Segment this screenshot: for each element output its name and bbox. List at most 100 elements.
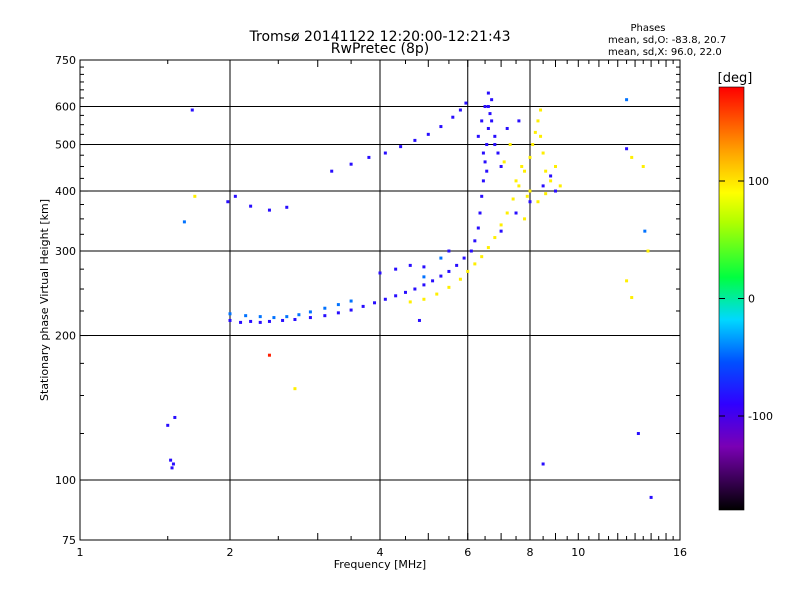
data-point-series-2	[349, 299, 353, 303]
data-point-series-1	[536, 119, 540, 123]
data-point-series-0	[399, 145, 403, 149]
data-point-series-0	[496, 151, 500, 155]
data-point-series-0	[166, 423, 170, 427]
data-point-series-0	[431, 279, 435, 283]
data-point-series-0	[499, 164, 503, 168]
data-point-series-1	[193, 194, 197, 198]
x-tick-label: 10	[571, 546, 585, 559]
data-point-series-1	[558, 184, 562, 188]
data-point-series-0	[476, 226, 480, 230]
x-tick-label: 4	[377, 546, 384, 559]
data-point-series-1	[525, 194, 529, 198]
data-point-series-0	[403, 290, 407, 294]
data-point-series-0	[170, 466, 174, 470]
data-point-series-2	[336, 303, 340, 307]
data-point-series-1	[502, 160, 506, 164]
data-point-series-1	[541, 151, 545, 155]
data-point-series-1	[528, 155, 532, 159]
data-point-series-0	[228, 318, 232, 322]
data-point-series-1	[473, 262, 477, 266]
data-point-series-0	[258, 320, 262, 324]
data-point-series-0	[330, 169, 334, 173]
y-tick-label: 200	[55, 330, 76, 343]
data-point-series-0	[233, 194, 237, 198]
data-point-series-1	[630, 296, 634, 300]
data-point-series-1	[533, 130, 537, 134]
phase-stats: Phases mean, sd,O: -83.8, 20.7 mean, sd,…	[608, 23, 726, 58]
data-point-series-0	[514, 211, 518, 215]
stats-title: Phases	[630, 23, 665, 34]
data-point-series-0	[169, 458, 173, 462]
data-point-series-1	[625, 279, 629, 283]
data-point-series-1	[539, 134, 543, 138]
data-point-series-1	[553, 164, 557, 168]
data-point-series-2	[308, 310, 312, 314]
data-point-series-0	[267, 208, 271, 212]
data-point-series-0	[464, 101, 468, 105]
data-point-series-1	[520, 164, 524, 168]
data-point-series-0	[541, 184, 545, 188]
data-point-series-0	[378, 271, 382, 275]
chart-subtitle: RwPretec (8p)	[331, 41, 429, 57]
colorbar-tick-label: -100	[748, 410, 773, 423]
data-point-series-1	[517, 184, 521, 188]
chart-title: Tromsø 20141122 12:20:00-12:21:43	[249, 29, 511, 45]
data-point-series-0	[488, 112, 492, 116]
data-point-series-0	[383, 297, 387, 301]
data-point-series-0	[447, 249, 451, 253]
data-point-series-2	[182, 220, 186, 224]
data-point-series-0	[455, 263, 459, 267]
data-point-series-1	[544, 169, 548, 173]
data-point-series-1	[523, 169, 527, 173]
x-tick-label: 2	[227, 546, 234, 559]
data-point-series-0	[394, 267, 398, 271]
data-point-series-0	[426, 132, 430, 136]
data-point-series-1	[505, 211, 509, 215]
data-point-series-0	[480, 119, 484, 123]
data-point-series-0	[281, 318, 285, 322]
y-tick-label: 75	[62, 534, 76, 547]
data-point-series-0	[476, 134, 480, 138]
data-point-series-0	[336, 311, 340, 315]
data-point-series-0	[462, 256, 466, 260]
data-point-series-2	[272, 316, 276, 320]
colorbar-ticks: 100 0 -100	[719, 175, 773, 423]
data-point-series-2	[625, 98, 629, 102]
data-point-series-1	[447, 285, 451, 289]
data-point-series-0	[483, 160, 487, 164]
data-point-series-0	[541, 462, 545, 466]
y-tick-label: 400	[55, 185, 76, 198]
data-point-series-0	[171, 462, 175, 466]
x-axis-label: Frequency [MHz]	[334, 558, 426, 571]
data-point-series-0	[451, 115, 455, 119]
data-point-series-0	[553, 189, 557, 193]
data-point-series-0	[517, 119, 521, 123]
data-point-series-0	[499, 229, 503, 233]
data-point-series-0	[422, 283, 426, 287]
data-point-series-0	[267, 319, 271, 323]
data-point-series-1	[646, 249, 650, 253]
data-point-series-1	[536, 200, 540, 204]
data-point-series-0	[493, 134, 497, 138]
colorbar-tick-label: 0	[748, 293, 755, 306]
data-point-series-0	[458, 108, 462, 112]
data-point-series-0	[349, 162, 353, 166]
data-point-series-0	[469, 249, 473, 253]
data-point-series-0	[417, 318, 421, 322]
data-point-series-0	[505, 126, 509, 130]
data-point-series-0	[481, 151, 485, 155]
data-point-series-2	[323, 306, 327, 310]
data-point-series-0	[173, 415, 177, 419]
data-point-series-1	[539, 108, 543, 112]
data-point-series-0	[485, 169, 489, 173]
data-point-series-2	[258, 315, 262, 319]
data-point-series-0	[625, 147, 629, 151]
data-point-series-0	[293, 317, 297, 321]
colorbar-tick-label: 100	[748, 175, 769, 188]
data-point-series-0	[481, 179, 485, 183]
x-tick-label: 6	[464, 546, 471, 559]
data-point-series-1	[466, 269, 470, 273]
x-tick-label: 16	[673, 546, 687, 559]
data-point-series-0	[485, 143, 489, 147]
stats-line-o: mean, sd,O: -83.8, 20.7	[608, 35, 726, 46]
